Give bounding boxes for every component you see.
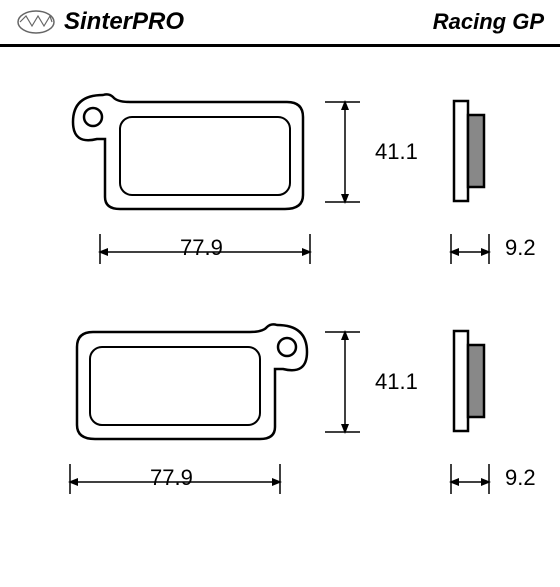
pad-bottom-section: 41.1 77.9 9.2 [20, 307, 540, 537]
dim-label-bottom-height: 41.1 [375, 369, 418, 395]
diagram-area: 41.1 77.9 9.2 [0, 47, 560, 587]
brand-name: SinterPRO [64, 8, 184, 36]
dim-label-top-height: 41.1 [375, 139, 418, 165]
pad-bottom-side-view [450, 327, 495, 437]
dim-top-thickness [445, 232, 500, 272]
pad-top-side-view [450, 97, 495, 207]
dim-label-bottom-thickness: 9.2 [505, 465, 536, 491]
pad-bottom-front-view [65, 317, 315, 447]
dim-label-top-width: 77.9 [180, 235, 223, 261]
dim-bottom-height [320, 327, 370, 437]
dim-label-top-thickness: 9.2 [505, 235, 536, 261]
product-line: Racing GP [433, 9, 544, 35]
header-left: SinterPRO [16, 8, 184, 36]
brand-logo-icon [16, 8, 56, 36]
dim-top-height [320, 97, 370, 207]
header-bar: SinterPRO Racing GP [0, 0, 560, 47]
dim-bottom-thickness [445, 462, 500, 502]
dim-label-bottom-width: 77.9 [150, 465, 193, 491]
pad-top-section: 41.1 77.9 9.2 [20, 77, 540, 307]
pad-top-front-view [65, 87, 315, 217]
